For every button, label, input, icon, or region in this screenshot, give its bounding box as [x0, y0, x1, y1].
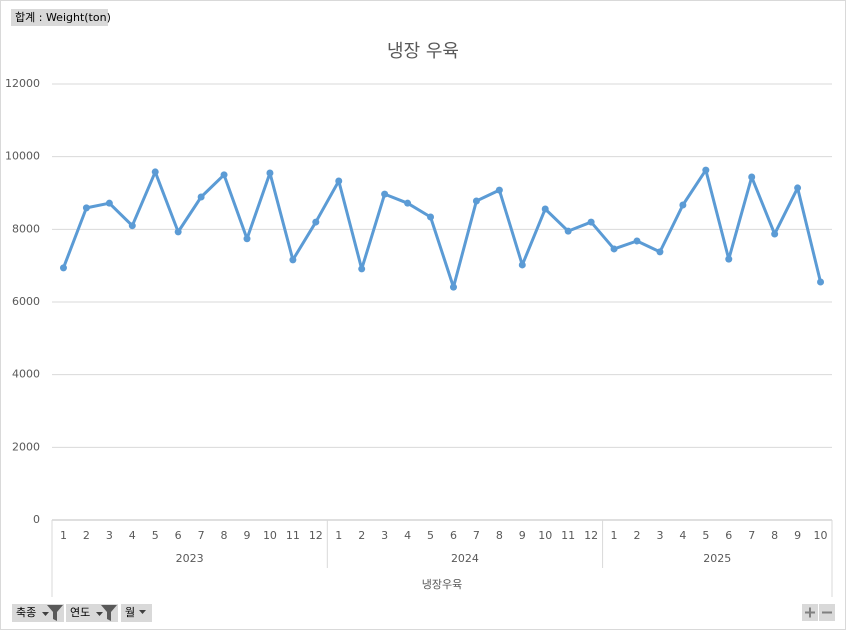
data-point: [771, 230, 779, 238]
data-point: [449, 283, 457, 291]
x-tick-label: 6: [175, 529, 182, 542]
x-tick-label: 9: [519, 529, 526, 542]
x-tick-label: 9: [794, 529, 801, 542]
group-label: 2025: [703, 552, 731, 565]
x-tick-label: 5: [152, 529, 159, 542]
x-tick-label: 5: [702, 529, 709, 542]
data-point: [381, 190, 389, 198]
y-tick-label: 6000: [12, 295, 40, 308]
series-line: [62, 168, 822, 289]
y-tick-label: 8000: [12, 222, 40, 235]
x-tick-label: 10: [538, 529, 552, 542]
x-tick-label: 3: [656, 529, 663, 542]
data-point: [495, 186, 503, 194]
filter-icon: [101, 605, 117, 621]
x-tick-label: 4: [129, 529, 136, 542]
x-tick-label: 12: [309, 529, 323, 542]
x-tick-label: 8: [221, 529, 228, 542]
x-tick-label: 2: [83, 529, 90, 542]
data-point: [82, 204, 90, 212]
group-label: 2024: [451, 552, 479, 565]
x-tick-label: 7: [473, 529, 480, 542]
x-tick-label: 1: [60, 529, 67, 542]
data-point: [335, 177, 343, 185]
data-point: [518, 261, 526, 269]
filter-icon: [47, 605, 63, 621]
data-point: [817, 278, 825, 286]
field-button-label: 월: [125, 606, 135, 619]
x-tick-label: 2: [634, 529, 641, 542]
data-point: [243, 235, 251, 243]
data-point: [610, 245, 618, 253]
x-tick-label: 5: [427, 529, 434, 542]
data-point: [656, 248, 664, 256]
data-point: [564, 227, 572, 235]
x-tick-label: 9: [244, 529, 251, 542]
data-point: [541, 205, 549, 213]
data-point: [748, 173, 756, 181]
x-axis-title: 냉장우육: [422, 578, 462, 591]
y-tick-label: 0: [33, 513, 40, 526]
data-point: [427, 213, 435, 221]
x-tick-label: 6: [450, 529, 457, 542]
data-point: [266, 169, 274, 177]
y-tick-label: 10000: [5, 150, 40, 163]
data-point: [59, 264, 67, 272]
field-button[interactable]: [121, 604, 152, 622]
x-tick-label: 6: [725, 529, 732, 542]
x-tick-label: 8: [496, 529, 503, 542]
x-tick-label: 4: [404, 529, 411, 542]
y-tick-label: 12000: [5, 77, 40, 90]
chart-title: 냉장 우육: [387, 41, 459, 62]
x-tick-label: 11: [286, 529, 300, 542]
value-field-label: 합계 : Weight(ton): [15, 11, 111, 24]
data-point: [794, 184, 802, 192]
data-point: [702, 166, 710, 174]
data-point: [404, 199, 412, 207]
x-tick-label: 11: [561, 529, 575, 542]
data-point: [151, 168, 159, 176]
x-tick-label: 1: [611, 529, 618, 542]
data-point: [725, 255, 733, 263]
x-tick-label: 10: [263, 529, 277, 542]
x-tick-label: 1: [335, 529, 342, 542]
data-point: [587, 218, 595, 226]
field-buttons: 축종 연도 월: [12, 604, 835, 622]
dropdown-arrow: [139, 610, 146, 614]
data-point: [633, 237, 641, 245]
x-tick-label: 12: [584, 529, 598, 542]
data-point: [358, 265, 366, 273]
x-tick-label: 3: [106, 529, 113, 542]
x-tick-label: 3: [381, 529, 388, 542]
x-tick-label: 7: [748, 529, 755, 542]
data-point: [105, 199, 113, 207]
dropdown-arrow: [96, 612, 103, 616]
x-tick-label: 7: [198, 529, 205, 542]
data-point: [472, 197, 480, 205]
group-label: 2023: [176, 552, 204, 565]
data-point: [679, 201, 687, 209]
data-point: [289, 256, 297, 264]
value-field-button[interactable]: [11, 9, 108, 26]
y-tick-label: 4000: [12, 368, 40, 381]
data-point: [128, 222, 136, 230]
field-button-label: 연도: [70, 606, 90, 619]
data-point: [197, 193, 205, 201]
data-point: [220, 171, 228, 179]
dropdown-arrow: [42, 612, 49, 616]
x-tick-label: 2: [358, 529, 365, 542]
data-point: [174, 228, 182, 236]
y-tick-label: 2000: [12, 440, 40, 453]
data-point: [312, 218, 320, 226]
plus-icon: [805, 607, 815, 618]
x-tick-label: 4: [679, 529, 686, 542]
x-tick-label: 10: [814, 529, 828, 542]
x-tick-label: 8: [771, 529, 778, 542]
field-button-label: 축종: [16, 606, 36, 619]
